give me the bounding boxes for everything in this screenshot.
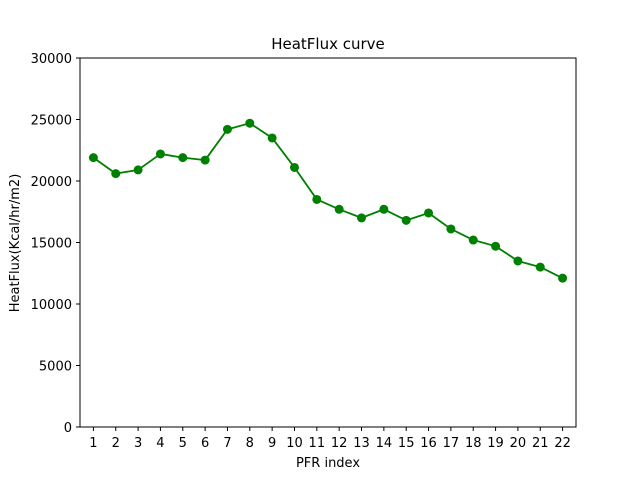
y-tick-label: 10000: [31, 298, 72, 313]
data-point: [446, 224, 456, 234]
x-tick-label: 17: [443, 436, 460, 451]
data-point: [468, 235, 478, 245]
x-tick-label: 13: [353, 436, 370, 451]
x-tick-label: 3: [134, 436, 142, 451]
data-point: [379, 204, 389, 214]
y-axis-title: HeatFlux(Kcal/hr/m2): [8, 174, 23, 313]
data-point: [357, 213, 367, 223]
x-tick-label: 11: [309, 436, 326, 451]
data-point: [111, 169, 121, 179]
series-layer: [88, 118, 568, 283]
data-point: [334, 204, 344, 214]
data-point: [155, 149, 165, 159]
data-point: [200, 155, 210, 165]
x-tick-label: 21: [532, 436, 549, 451]
x-axis-title: PFR index: [296, 456, 360, 471]
y-tick-label: 5000: [39, 360, 72, 375]
data-point: [535, 262, 545, 272]
plot-frame: [79, 57, 577, 428]
plot-area: [79, 57, 577, 428]
x-tick-label: 5: [179, 436, 187, 451]
y-tick-label: 30000: [31, 52, 72, 67]
data-point: [178, 153, 188, 163]
x-tick-label: 7: [223, 436, 231, 451]
x-axis: 1 2 3 4 5 6 7 8 9 10 11 12 13 14 15 16 17 18 19 20 21 22: [89, 427, 571, 451]
data-point: [289, 162, 299, 172]
x-tick-label: 9: [268, 436, 276, 451]
data-point: [491, 241, 501, 251]
data-point: [245, 118, 255, 128]
data-point: [513, 256, 523, 266]
x-tick-label: 4: [156, 436, 164, 451]
x-tick-label: 16: [420, 436, 437, 451]
data-point: [222, 124, 232, 134]
x-tick-label: 18: [465, 436, 482, 451]
data-point: [133, 165, 143, 175]
x-tick-label: 1: [89, 436, 97, 451]
x-tick-label: 2: [112, 436, 120, 451]
data-point: [424, 208, 434, 218]
x-tick-label: 15: [398, 436, 415, 451]
series-line: [92, 122, 563, 279]
data-point: [401, 215, 411, 225]
data-point: [88, 153, 98, 163]
y-axis: 0 5000 10000 15000 20000 25000 30000: [31, 52, 80, 436]
data-point: [558, 273, 568, 283]
x-tick-label: 8: [246, 436, 254, 451]
x-tick-label: 14: [376, 436, 393, 451]
y-tick-label: 25000: [31, 114, 72, 129]
data-point: [267, 133, 277, 143]
x-tick-label: 6: [201, 436, 209, 451]
data-point: [312, 194, 322, 204]
x-tick-label: 22: [554, 436, 571, 451]
x-tick-label: 10: [286, 436, 303, 451]
chart-title: HeatFlux curve: [271, 35, 385, 53]
y-tick-label: 15000: [31, 237, 72, 252]
x-tick-label: 19: [487, 436, 504, 451]
x-tick-label: 20: [510, 436, 527, 451]
y-tick-label: 0: [64, 421, 72, 436]
y-tick-label: 20000: [31, 175, 72, 190]
x-tick-label: 12: [331, 436, 348, 451]
